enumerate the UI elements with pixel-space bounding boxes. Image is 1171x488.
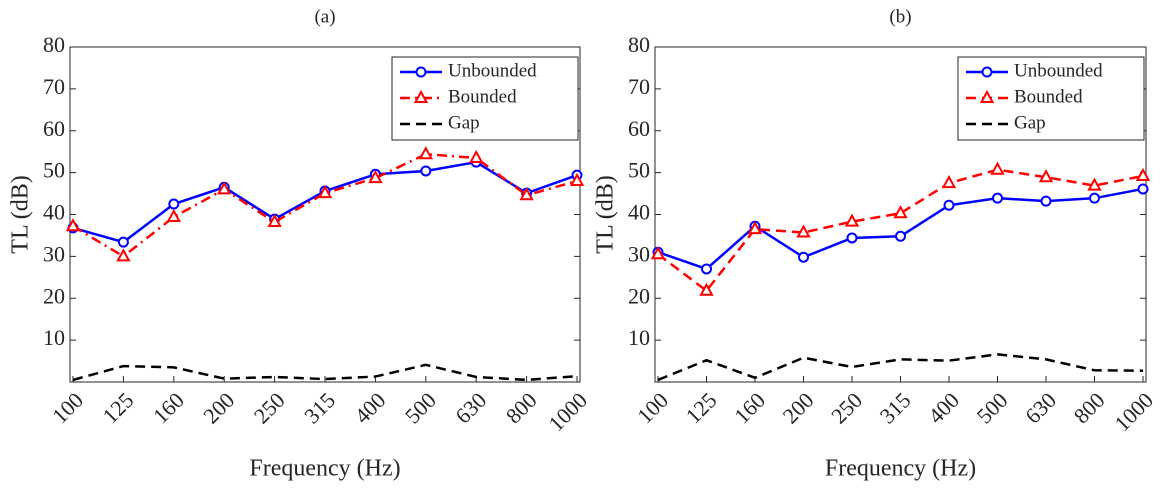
- legend-label: Gap: [1014, 112, 1046, 133]
- x-axis-label: Frequency (Hz): [249, 456, 400, 482]
- y-tick-label: 80: [628, 32, 650, 57]
- x-tick-label: 630: [1020, 387, 1061, 428]
- legend-label: Bounded: [1014, 86, 1083, 107]
- marker: [893, 205, 908, 219]
- marker: [798, 251, 809, 263]
- y-tick-label: 30: [628, 241, 650, 266]
- y-tick-label: 50: [43, 158, 65, 183]
- marker: [650, 246, 666, 260]
- legend-marker: [979, 89, 995, 103]
- x-tick-label: 800: [1069, 387, 1110, 428]
- marker: [990, 161, 1005, 175]
- x-tick-label: 160: [148, 387, 189, 428]
- x-tick-label: 100: [632, 387, 673, 428]
- marker: [1137, 183, 1149, 195]
- x-tick-label: 500: [972, 387, 1013, 428]
- y-tick-label: 70: [43, 74, 65, 99]
- x-tick-label: 200: [198, 387, 239, 428]
- x-tick-label: 400: [923, 387, 964, 428]
- x-tick-label: 400: [349, 387, 390, 428]
- marker: [569, 172, 585, 186]
- marker: [846, 232, 858, 244]
- marker: [992, 192, 1003, 204]
- marker: [1135, 167, 1151, 181]
- y-tick-label: 60: [628, 116, 650, 141]
- marker: [116, 248, 131, 262]
- marker: [267, 213, 282, 228]
- y-tick-label: 60: [43, 116, 65, 141]
- x-tick-label: 1000: [543, 387, 592, 436]
- legend-marker: [413, 89, 429, 103]
- marker: [65, 218, 81, 232]
- marker: [1089, 192, 1100, 204]
- legend-label: Bounded: [448, 86, 517, 107]
- marker: [1038, 169, 1054, 183]
- x-tick-label: 315: [875, 387, 916, 428]
- y-tick-label: 80: [43, 32, 65, 57]
- x-axis-label: Frequency (Hz): [825, 456, 976, 482]
- marker: [701, 263, 712, 275]
- legend-label: Unbounded: [448, 60, 537, 81]
- x-tick-label: 125: [681, 387, 722, 428]
- marker: [317, 185, 333, 199]
- marker: [519, 187, 534, 201]
- y-tick-label: 20: [43, 283, 65, 308]
- x-tick-label: 500: [400, 387, 441, 428]
- marker: [747, 221, 763, 235]
- marker: [1087, 177, 1102, 191]
- marker: [796, 224, 811, 238]
- marker: [420, 165, 432, 177]
- x-tick-label: 315: [299, 387, 340, 428]
- series-line: [72, 363, 578, 382]
- chart-panel: (a) 10 20 30 40 50 60 70 80 100 125 160 200 250 315 400…: [8, 6, 593, 481]
- y-tick-label: 20: [628, 283, 650, 308]
- y-tick-label: 30: [43, 241, 65, 266]
- y-tick-label: 10: [628, 325, 650, 350]
- legend-label: Gap: [448, 112, 480, 133]
- y-tick-label: 40: [628, 200, 650, 225]
- chart-title: (b): [889, 6, 911, 27]
- marker: [699, 282, 714, 296]
- marker: [943, 199, 955, 211]
- marker: [168, 198, 180, 210]
- series-line: [72, 152, 578, 258]
- x-tick-label: 125: [97, 387, 138, 428]
- legend-label: Unbounded: [1014, 60, 1103, 81]
- chart-panel: (b) 10 20 30 40 50 60 70 80 100 125 160 200 250 315 400…: [593, 6, 1159, 481]
- x-tick-label: 100: [47, 387, 88, 428]
- marker: [217, 181, 232, 195]
- marker: [117, 236, 129, 248]
- x-tick-label: 250: [249, 387, 290, 428]
- marker: [166, 208, 181, 223]
- y-axis-label: TL (dB): [593, 175, 619, 253]
- marker: [941, 175, 957, 189]
- legend-marker: [981, 66, 993, 78]
- marker: [1040, 195, 1052, 207]
- y-tick-label: 70: [628, 74, 650, 99]
- series-line: [657, 353, 1144, 382]
- y-tick-label: 50: [628, 158, 650, 183]
- chart-title: (a): [314, 6, 335, 27]
- y-tick-label: 10: [43, 325, 65, 350]
- x-tick-label: 160: [729, 387, 770, 428]
- marker: [469, 149, 484, 163]
- y-axis-label: TL (dB): [8, 175, 34, 253]
- x-tick-label: 200: [778, 387, 819, 428]
- marker: [895, 230, 906, 242]
- x-tick-label: 1000: [1109, 387, 1158, 436]
- marker: [844, 213, 860, 227]
- series-line: [657, 168, 1144, 293]
- x-tick-label: 630: [450, 387, 491, 428]
- x-tick-label: 800: [501, 387, 542, 428]
- y-tick-label: 40: [43, 200, 65, 225]
- marker: [418, 146, 433, 160]
- marker: [368, 169, 383, 184]
- legend-marker: [415, 66, 427, 78]
- x-tick-label: 250: [826, 387, 867, 428]
